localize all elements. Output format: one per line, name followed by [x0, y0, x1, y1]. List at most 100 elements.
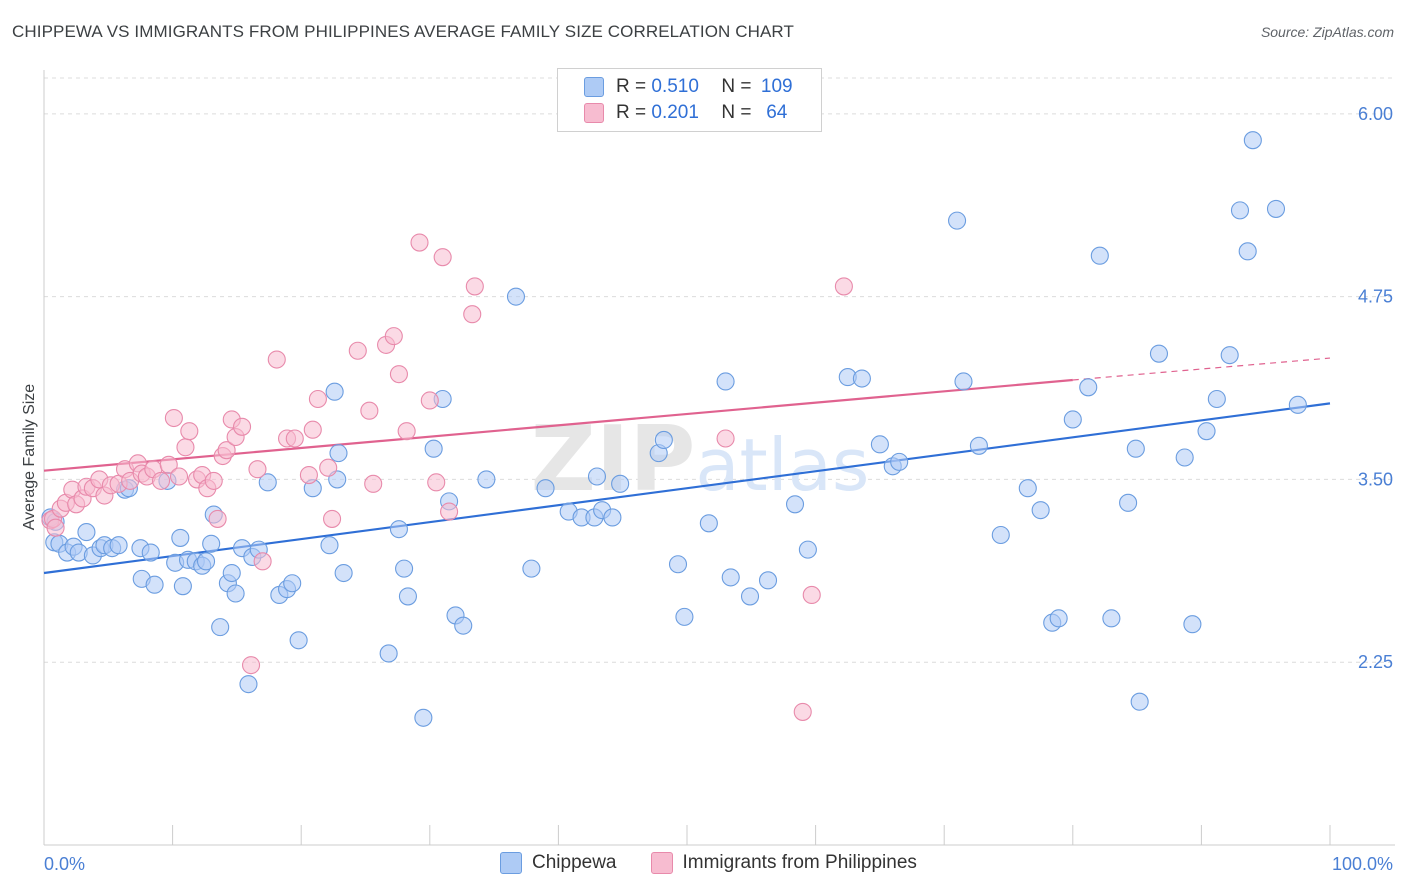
data-point [77, 523, 96, 542]
data-point [180, 422, 199, 441]
data-point [785, 495, 805, 514]
data-point [654, 430, 673, 450]
data-point [1238, 242, 1257, 261]
data-point [360, 401, 379, 420]
data-point [1183, 615, 1202, 634]
series-legend-philippines: Immigrants from Philippines [650, 852, 917, 874]
grid [44, 77, 1395, 663]
data-point [668, 555, 688, 574]
data-point [379, 644, 398, 663]
data-point [420, 391, 439, 410]
data-point [389, 365, 408, 384]
data-point [948, 211, 967, 230]
data-point [716, 372, 735, 391]
x-tick-labels: 0.0% 100.0% [44, 854, 1393, 874]
data-point [1266, 199, 1286, 218]
data-point [1288, 395, 1307, 414]
data-point [395, 559, 414, 578]
legend-row-chippewa: R = 0.510 N = 109 [584, 75, 797, 99]
data-point [204, 471, 223, 490]
data-point [1079, 378, 1098, 397]
legend-n-label: N = [721, 76, 752, 97]
y-tick-label: 3.50 [1358, 469, 1393, 489]
data-point [323, 509, 342, 528]
legend-n-label: N = [721, 102, 752, 123]
data-point [299, 465, 318, 485]
data-point [1220, 346, 1239, 365]
data-point [196, 552, 216, 571]
y-tick-label: 6.00 [1358, 104, 1393, 124]
data-point [303, 420, 322, 439]
data-point [222, 563, 241, 583]
data-point [384, 327, 403, 346]
data-point [241, 656, 261, 675]
data-point [46, 518, 65, 537]
data-point [1197, 422, 1216, 441]
data-point [325, 382, 344, 401]
data-point [211, 618, 230, 637]
data-point [267, 350, 286, 369]
data-point [414, 708, 433, 727]
data-point [258, 473, 277, 492]
data-point [253, 552, 272, 571]
data-point [1090, 246, 1109, 265]
data-point [202, 534, 221, 553]
data-point [410, 233, 429, 252]
series-legend-label: Chippewa [532, 852, 617, 873]
data-point [740, 587, 760, 606]
series-legend-chippewa: Chippewa [500, 852, 617, 874]
data-point [603, 508, 622, 527]
data-point [248, 460, 267, 479]
data-point [226, 584, 245, 603]
data-point [969, 436, 988, 455]
data-point [145, 575, 164, 594]
chart-title: CHIPPEWA VS IMMIGRANTS FROM PHILIPPINES … [12, 22, 794, 41]
data-point [506, 287, 526, 306]
data-point [169, 467, 189, 486]
data-point [1126, 439, 1145, 458]
series-chippewa [41, 131, 1307, 727]
y-tick-label: 4.75 [1358, 287, 1393, 307]
legend-n-value: 109 [760, 76, 793, 97]
y-axis-label: Average Family Size [21, 384, 38, 531]
data-point [176, 438, 195, 457]
data-point [611, 474, 630, 493]
trend-line-philippines-extension [1072, 357, 1331, 381]
stats-legend: R = 0.510 N = 109 R = 0.201 N = 64 [557, 68, 822, 132]
data-point [1102, 609, 1121, 628]
data-point [991, 525, 1010, 545]
data-points [41, 131, 1307, 727]
legend-row-philippines: R = 0.201 N = 64 [584, 101, 797, 125]
data-point [793, 702, 812, 721]
data-point [217, 441, 236, 460]
data-point [1230, 201, 1250, 220]
data-point [239, 675, 258, 694]
series-swatch-pink [650, 852, 673, 874]
data-point [1119, 493, 1138, 512]
data-point [232, 417, 252, 436]
data-point [285, 429, 304, 448]
data-point [1049, 609, 1068, 628]
data-point [1207, 389, 1226, 409]
data-point [1063, 410, 1082, 429]
series-philippines [41, 233, 853, 721]
data-point [389, 520, 408, 539]
data-point [424, 439, 443, 458]
data-point [1018, 479, 1037, 498]
source-label: Source: ZipAtlas.com [1260, 24, 1394, 40]
series-swatch-blue [500, 852, 522, 874]
data-point [870, 435, 889, 454]
data-point [427, 473, 446, 492]
data-point [699, 514, 718, 533]
data-point [283, 574, 302, 593]
y-tick-label: 2.25 [1358, 652, 1393, 672]
data-point [173, 577, 192, 596]
data-point [834, 277, 853, 296]
data-point [802, 585, 821, 605]
data-point [348, 341, 367, 360]
x-tick-label: 100.0% [1332, 854, 1393, 874]
legend-r-label: R = [616, 102, 647, 123]
legend-r-label: R = [616, 76, 647, 97]
data-point [798, 540, 817, 559]
